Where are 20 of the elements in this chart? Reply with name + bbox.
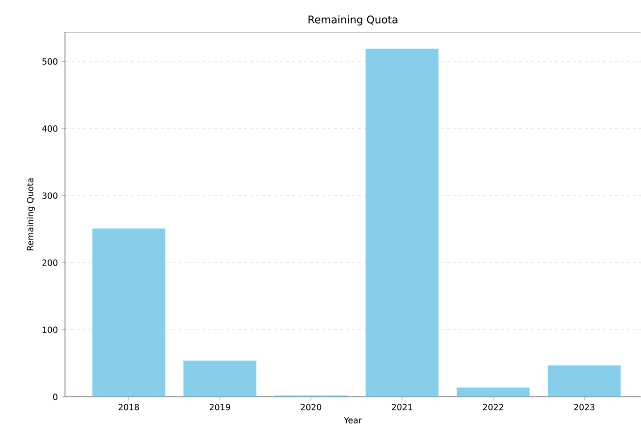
x-tick-label: 2021: [392, 404, 412, 410]
x-tick-label: 2020: [300, 404, 322, 410]
y-tick-label: 500: [42, 58, 58, 65]
x-tick-label: 2019: [210, 404, 230, 410]
x-tick-label: 2022: [483, 404, 504, 410]
y-tick-label: 100: [42, 326, 58, 334]
chart-title: Remaining Quota: [308, 15, 398, 26]
bar: [548, 365, 621, 397]
x-axis-title: Year: [344, 417, 362, 424]
bar: [456, 388, 530, 397]
x-tick-label: 2018: [118, 404, 139, 410]
x-tick-label: 2023: [574, 404, 594, 410]
y-tick-label: 0: [53, 394, 58, 400]
y-tick-label: 300: [42, 192, 58, 199]
y-tick-label: 200: [42, 260, 58, 266]
y-tick-label: 400: [42, 125, 58, 132]
bar: [183, 360, 256, 397]
bar: [92, 228, 166, 397]
y-axis-title: Remaining Quota: [26, 178, 35, 250]
bar: [366, 48, 439, 397]
